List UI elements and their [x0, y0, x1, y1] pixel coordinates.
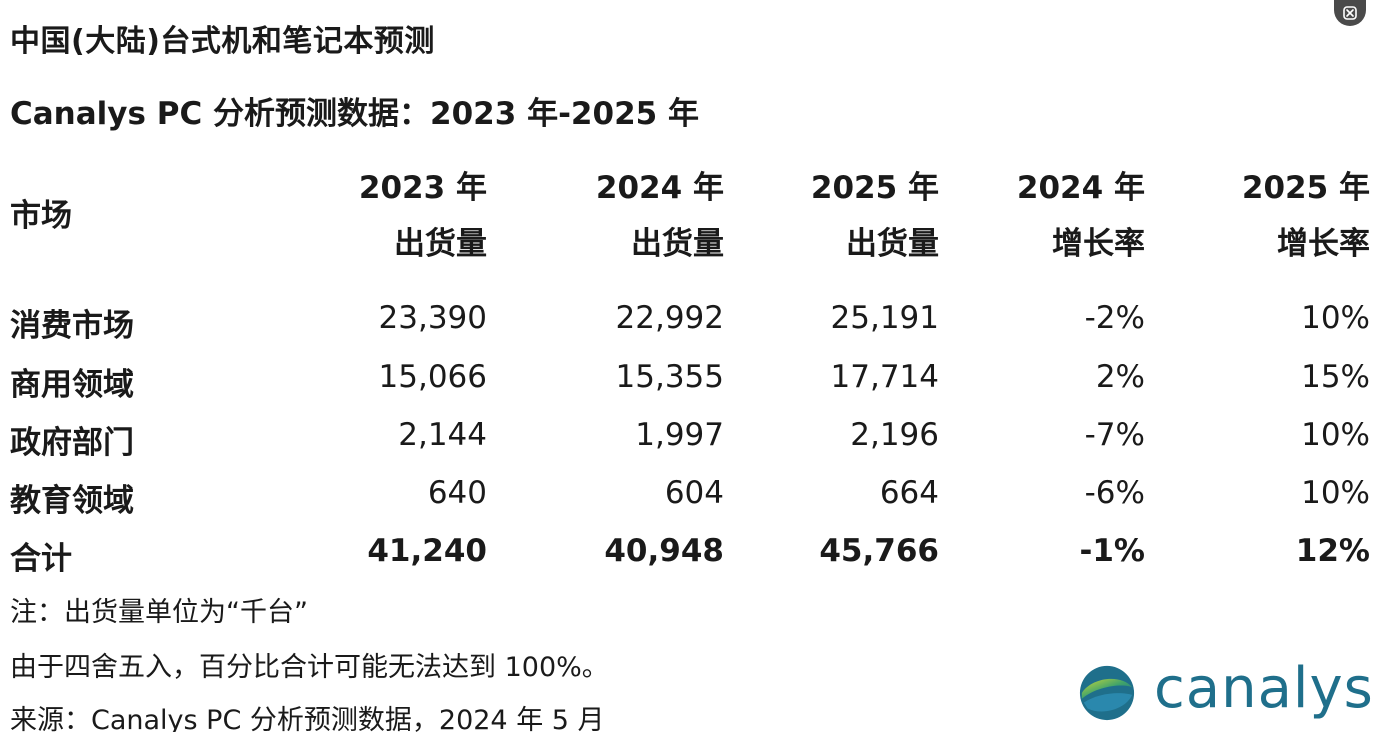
header-2025-shipments: 2025 年 出货量	[810, 170, 939, 262]
row-label: 教育领域	[10, 483, 134, 519]
canalys-logo-text: canalys	[1154, 656, 1374, 721]
cell-2024-shipments: 1,997	[635, 417, 724, 453]
close-icon	[1343, 6, 1357, 20]
total-2024-shipments: 40,948	[604, 533, 724, 569]
cell-2025-growth: 10%	[1301, 300, 1370, 336]
cell-2025-growth: 15%	[1301, 359, 1370, 395]
cell-2025-shipments: 2,196	[850, 417, 939, 453]
row-label: 政府部门	[10, 425, 134, 461]
cell-2024-growth: -7%	[1084, 417, 1145, 453]
cell-2025-shipments: 664	[879, 475, 939, 511]
table-total-row: 合计 41,240 40,948 45,766 -1% 12%	[10, 533, 1370, 591]
unit-note: 注：出货量单位为“千台”	[10, 597, 308, 628]
cell-2025-shipments: 25,191	[830, 300, 939, 336]
cell-2025-growth: 10%	[1301, 475, 1370, 511]
cell-2024-shipments: 15,355	[615, 359, 724, 395]
cell-2025-shipments: 17,714	[830, 359, 939, 395]
canalys-globe-icon	[1079, 665, 1135, 721]
header-market: 市场	[10, 198, 72, 234]
table-row: 商用领域 15,066 15,355 17,714 2% 15%	[10, 359, 1370, 417]
total-label: 合计	[10, 541, 72, 577]
close-button[interactable]	[1334, 0, 1366, 26]
cell-2023-shipments: 23,390	[378, 300, 487, 336]
cell-2024-growth: -6%	[1084, 475, 1145, 511]
total-2025-shipments: 45,766	[819, 533, 939, 569]
cell-2024-shipments: 604	[664, 475, 724, 511]
table-row: 政府部门 2,144 1,997 2,196 -7% 10%	[10, 417, 1370, 475]
source-note: 来源：Canalys PC 分析预测数据，2024 年 5 月	[10, 705, 605, 732]
table-row: 消费市场 23,390 22,992 25,191 -2% 10%	[10, 300, 1370, 358]
row-label: 消费市场	[10, 308, 134, 344]
header-2023-shipments: 2023 年 出货量	[358, 170, 487, 262]
header-2025-growth: 2025 年 增长率	[1241, 170, 1370, 262]
cell-2023-shipments: 2,144	[398, 417, 487, 453]
cell-2023-shipments: 15,066	[378, 359, 487, 395]
cell-2025-growth: 10%	[1301, 417, 1370, 453]
row-label: 商用领域	[10, 367, 134, 403]
cell-2024-growth: -2%	[1084, 300, 1145, 336]
total-2024-growth: -1%	[1079, 533, 1146, 569]
total-2023-shipments: 41,240	[367, 533, 487, 569]
page-title: 中国(大陆)台式机和笔记本预测	[10, 24, 435, 59]
cell-2023-shipments: 640	[427, 475, 487, 511]
canalys-logo: canalys	[1074, 656, 1374, 722]
cell-2024-shipments: 22,992	[615, 300, 724, 336]
table-row: 教育领域 640 604 664 -6% 10%	[10, 475, 1370, 533]
total-2025-growth: 12%	[1295, 533, 1370, 569]
header-2024-growth: 2024 年 增长率	[1016, 170, 1145, 262]
cell-2024-growth: 2%	[1095, 359, 1145, 395]
rounding-note: 由于四舍五入，百分比合计可能无法达到 100%。	[10, 652, 609, 683]
page-subtitle: Canalys PC 分析预测数据：2023 年-2025 年	[10, 96, 700, 132]
header-2024-shipments: 2024 年 出货量	[595, 170, 724, 262]
